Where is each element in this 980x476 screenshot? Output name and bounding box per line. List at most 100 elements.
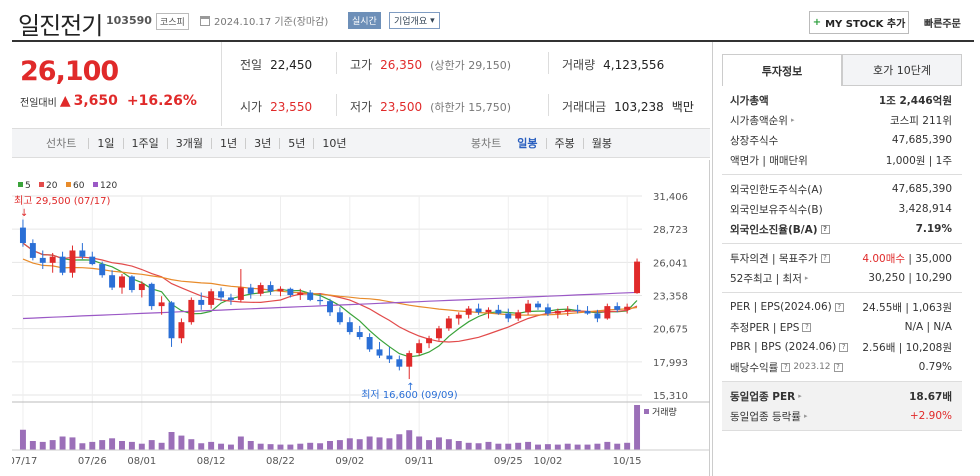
candle-body: [594, 313, 601, 319]
info-icon[interactable]: ?: [820, 224, 830, 234]
chevron-down-icon: ▾: [430, 15, 435, 26]
est-per-value: N/A | N/A: [904, 321, 952, 333]
volume-bar: [208, 441, 215, 450]
candle-body: [445, 318, 452, 329]
volume-bar: [327, 441, 333, 450]
info-icon[interactable]: ?: [833, 362, 843, 372]
volume-bar: [237, 436, 244, 450]
add-mystock-label: MY STOCK 추가: [825, 19, 906, 30]
candle-body: [544, 307, 551, 314]
period-3m[interactable]: 3개월: [166, 137, 211, 149]
candle-body: [128, 276, 135, 291]
candle-body: [584, 311, 591, 314]
sector-rate-value: +2.90%: [909, 410, 952, 422]
volume-bar: [465, 442, 472, 450]
candle-daily[interactable]: 일봉: [517, 136, 538, 150]
calendar-icon: [200, 15, 210, 26]
period-1y[interactable]: 1년: [211, 137, 245, 149]
period-1d[interactable]: 1일: [88, 137, 122, 149]
stat-prev-label: 전일: [240, 58, 263, 72]
legend-swatch: [644, 409, 649, 414]
volume-bar: [49, 440, 56, 450]
legend-swatch: [66, 182, 71, 187]
volume-bar: [366, 436, 373, 450]
stat-amount-value: 103,238: [614, 100, 664, 114]
volume-bar: [475, 443, 482, 450]
legend-swatch: [93, 182, 98, 187]
stat-open-value: 23,550: [270, 100, 313, 114]
candle-body: [237, 287, 244, 300]
tab-investment-info[interactable]: 투자정보: [722, 54, 842, 86]
shares-value: 47,685,390: [891, 134, 952, 146]
candle-weekly[interactable]: 주봉: [545, 137, 583, 149]
volume-bar: [455, 441, 462, 450]
triangle-right-icon: ▸: [803, 412, 808, 420]
info-icon[interactable]: ?: [820, 253, 830, 263]
x-tick-label: 07/17: [12, 456, 37, 467]
chart-period-bar: 선차트 1일 1주일 3개월 1년 3년 5년 10년 봉차트 일봉 주봉 월봉: [12, 128, 710, 158]
candle-body: [336, 312, 343, 323]
foreign-limit-label: 외국인한도주식수(A): [730, 183, 823, 196]
company-overview-dropdown[interactable]: 기업개요 ▾: [389, 12, 440, 29]
plus-icon: +: [812, 17, 822, 28]
candle-body: [99, 264, 106, 276]
company-overview-label: 기업개요: [394, 17, 428, 27]
y-tick-label: 23,358: [653, 292, 688, 303]
candle-body: [465, 308, 472, 315]
x-tick-label: 09/25: [494, 456, 523, 467]
volume-bar: [148, 440, 155, 450]
per-label: PER | EPS(2024.06)?: [730, 301, 844, 313]
candle-body: [39, 257, 46, 263]
volume-bar: [188, 439, 195, 450]
period-5y[interactable]: 5년: [279, 137, 313, 149]
candle-body: [109, 275, 116, 288]
candle-body: [257, 285, 264, 294]
info-icon[interactable]: ?: [781, 362, 791, 372]
realtime-button[interactable]: 실시간: [348, 12, 381, 29]
period-1w[interactable]: 1주일: [122, 137, 167, 149]
header-divider: [12, 40, 974, 42]
volume-bar: [119, 441, 125, 450]
info-icon[interactable]: ?: [839, 342, 849, 352]
volume-bar: [574, 444, 581, 450]
period-3y[interactable]: 3년: [245, 137, 279, 149]
market-cap-label: 시가총액: [730, 94, 769, 107]
candle-body: [356, 332, 363, 338]
div-text: 배당수익률: [730, 361, 779, 374]
candle-monthly[interactable]: 월봉: [582, 137, 620, 149]
volume-bar: [317, 443, 324, 450]
volume-bar: [19, 429, 26, 450]
volume-bar: [426, 440, 433, 450]
stat-volume: 거래량 4,123,556: [562, 56, 664, 73]
panel-tabs: 투자정보 호가 10단계: [722, 54, 962, 86]
candle-body: [386, 355, 393, 360]
candle-body: [455, 314, 462, 319]
add-mystock-button[interactable]: + MY STOCK 추가: [809, 11, 909, 34]
foreign-ratio-label: 외국인소진율(B/A)?: [730, 222, 830, 237]
volume-bar: [198, 443, 205, 450]
foreign-hold-value: 3,428,914: [898, 203, 952, 215]
divider: [548, 94, 549, 116]
info-icon[interactable]: ?: [802, 322, 812, 332]
volume-bar: [445, 439, 452, 450]
x-tick-label: 08/01: [127, 456, 156, 467]
est-per-label: 추정PER | EPS?: [730, 320, 812, 335]
period-10y[interactable]: 10년: [313, 137, 354, 149]
tab-order-book[interactable]: 호가 10단계: [842, 54, 962, 86]
volume-bar: [29, 441, 36, 450]
volume-bar: [485, 441, 492, 450]
line-chart-label: 선차트: [46, 137, 77, 150]
candle-body: [604, 306, 611, 319]
cap-rank-value: 코스피 211위: [889, 114, 952, 127]
w52-value: 30,250 | 10,290: [868, 272, 952, 284]
legend-label: 20: [46, 181, 58, 191]
divider: [548, 52, 549, 74]
volume-bar: [376, 437, 383, 450]
stock-chart[interactable]: 31,406 28,723 26,041 23,358 20,675 17,993 15,3…: [9, 160, 710, 476]
info-icon[interactable]: ?: [834, 302, 844, 312]
sector-per-text: 동일업종 PER: [730, 390, 796, 403]
stat-volume-label: 거래량: [562, 58, 596, 72]
foreign-limit-value: 47,685,390: [891, 183, 952, 195]
quick-order-link[interactable]: 빠른주문: [924, 19, 961, 30]
candle-body: [19, 227, 26, 244]
